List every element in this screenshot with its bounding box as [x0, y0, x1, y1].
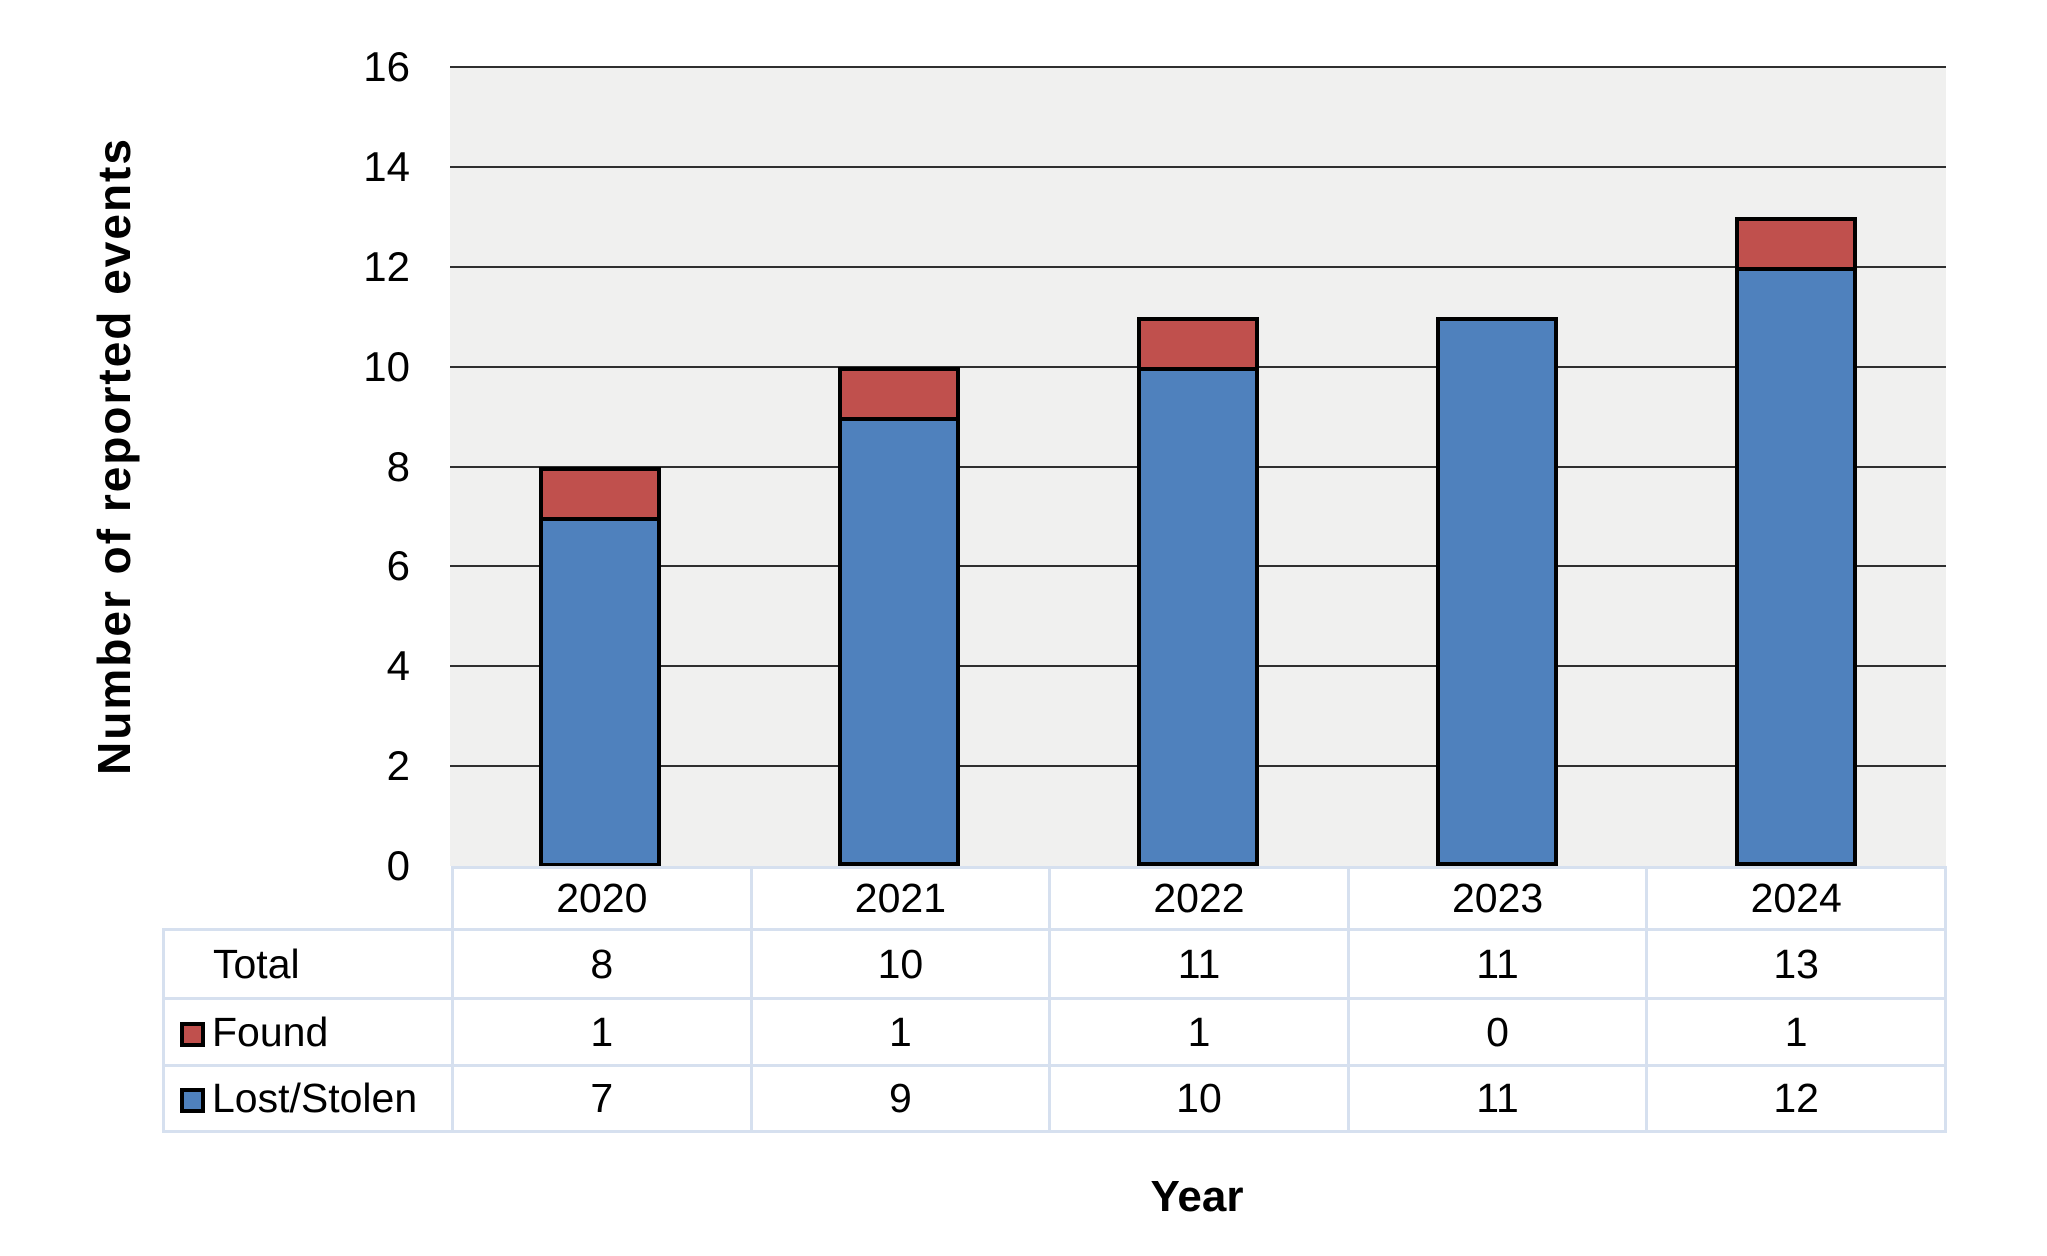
- value-cell: 11: [1346, 1064, 1649, 1133]
- legend-swatch-found: [180, 1021, 205, 1047]
- bar-2024: [1735, 217, 1857, 866]
- value-cell: 12: [1645, 1064, 1947, 1133]
- table-corner-empty: [164, 868, 453, 930]
- value-cell: 10: [749, 928, 1052, 1000]
- bar-segment-found: [1141, 321, 1255, 371]
- y-tick-label: 6: [386, 542, 410, 589]
- year-header-cell: 2020: [451, 866, 753, 931]
- value-cell: 11: [1048, 928, 1350, 1000]
- data-table: 2020 2021 2022 2023 2024 Total 8 10 11 11 13 Found 1…: [162, 866, 1947, 1133]
- value-cell: 8: [451, 928, 753, 1000]
- value-cell: 1: [1645, 997, 1947, 1067]
- x-axis-title: Year: [1150, 1172, 1244, 1221]
- year-header-cell: 2022: [1048, 866, 1350, 931]
- bar-2022: [1137, 317, 1259, 866]
- y-tick-label: 0: [386, 842, 410, 889]
- bar-segment-found: [842, 371, 956, 421]
- y-tick-label: 10: [363, 343, 410, 390]
- value-cell: 9: [749, 1064, 1052, 1133]
- value-cell: 1: [1048, 997, 1350, 1067]
- gridline: [450, 66, 1946, 68]
- value-cell: 1: [749, 997, 1052, 1067]
- bar-segment-found: [1739, 221, 1853, 271]
- year-header-cell: 2023: [1346, 866, 1649, 931]
- value-cell: 10: [1048, 1064, 1350, 1133]
- y-tick-label: 16: [363, 43, 410, 90]
- value-cell: 13: [1645, 928, 1947, 1000]
- row-label-total: Total: [162, 928, 454, 1000]
- y-tick-label: 4: [386, 642, 410, 689]
- bar-segment-found: [543, 471, 657, 521]
- year-header-cell: 2021: [749, 866, 1052, 931]
- y-tick-label: 14: [363, 143, 410, 190]
- value-cell: 1: [451, 997, 753, 1067]
- gridline: [450, 266, 1946, 268]
- value-cell: 0: [1346, 997, 1649, 1067]
- y-tick-label: 2: [386, 742, 410, 789]
- y-tick-label: 12: [363, 243, 410, 290]
- value-cell: 11: [1346, 928, 1649, 1000]
- year-header-cell: 2024: [1645, 866, 1947, 931]
- y-tick-label: 8: [386, 443, 410, 490]
- legend-swatch-lost-stolen: [180, 1088, 205, 1113]
- row-label-found: Found: [162, 997, 454, 1067]
- value-cell: 7: [451, 1064, 753, 1133]
- row-label-lost-stolen: Lost/Stolen: [162, 1064, 454, 1133]
- y-axis-title: Number of reported events: [88, 137, 140, 775]
- bar-2023: [1436, 317, 1558, 866]
- gridline: [450, 166, 1946, 168]
- bar-2021: [838, 367, 960, 866]
- bar-2020: [539, 467, 661, 867]
